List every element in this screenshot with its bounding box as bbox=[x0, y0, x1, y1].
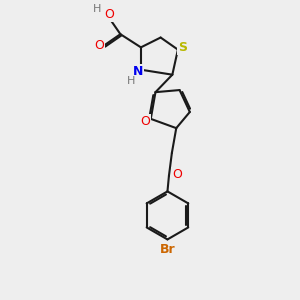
Text: N: N bbox=[133, 65, 143, 78]
Text: O: O bbox=[104, 8, 114, 21]
Text: O: O bbox=[140, 115, 150, 128]
Text: S: S bbox=[178, 41, 187, 54]
Text: H: H bbox=[93, 4, 101, 14]
Text: Br: Br bbox=[160, 243, 175, 256]
Text: O: O bbox=[172, 168, 182, 181]
Text: O: O bbox=[94, 39, 104, 52]
Text: H: H bbox=[127, 76, 136, 86]
